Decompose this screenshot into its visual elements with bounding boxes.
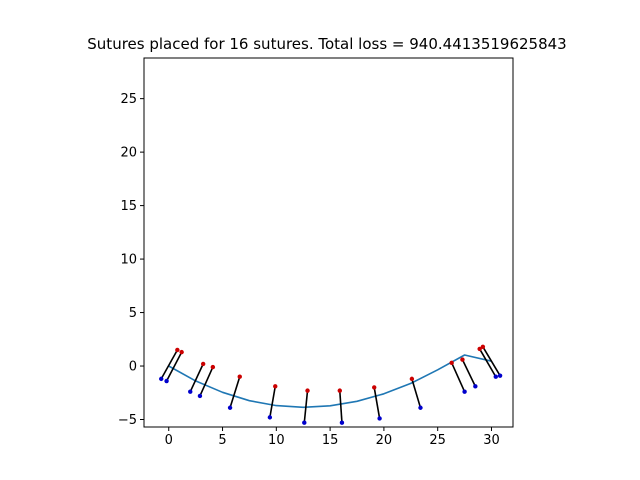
suture-line [160, 349, 179, 380]
suture-8 [337, 388, 345, 425]
insertion-point [273, 384, 278, 389]
extraction-point [339, 420, 345, 425]
suture-line [411, 378, 422, 408]
x-tick-label: 25 [429, 433, 446, 448]
x-tick-label: 15 [322, 433, 339, 448]
extraction-point [473, 384, 478, 389]
insertion-point [449, 360, 454, 366]
suture-9 [372, 385, 382, 421]
wound-curve-layer [168, 354, 492, 409]
insertion-point [175, 347, 180, 353]
plot-frame [143, 57, 514, 428]
suture-layer [159, 344, 503, 425]
tick-layer: 0 5 10 15 20 25 30 −5 0 5 10 15 20 25 [118, 92, 500, 448]
x-tick-label: 10 [268, 433, 285, 448]
suture-line [269, 386, 277, 418]
suture-line [229, 376, 241, 408]
suture-line [450, 362, 466, 393]
extraction-point [302, 420, 307, 425]
suture-line [478, 348, 497, 378]
suture-line [461, 359, 477, 387]
y-tick-label: 25 [120, 92, 137, 107]
y-tick-label: −5 [118, 413, 137, 428]
y-tick-label: 10 [120, 253, 137, 268]
suture-line [199, 366, 214, 397]
extraction-point [267, 415, 273, 420]
y-tick-label: 0 [129, 360, 137, 375]
extraction-point [418, 405, 423, 410]
chart-title: Sutures placed for 16 sutures. Total los… [87, 35, 566, 53]
insertion-point [237, 374, 242, 379]
insertion-point [210, 364, 216, 370]
suture-12 [460, 357, 478, 389]
extraction-point [462, 389, 467, 394]
insertion-point [200, 361, 206, 367]
extraction-point [497, 373, 503, 378]
insertion-point [179, 349, 184, 355]
suture-line [303, 390, 309, 423]
suture-10 [409, 376, 423, 410]
suture-5 [227, 374, 242, 410]
suture-line [482, 346, 501, 377]
suture-6 [267, 384, 278, 420]
extraction-point [227, 405, 233, 410]
insertion-point [460, 357, 465, 362]
extraction-point [377, 416, 382, 421]
x-tick-label: 20 [376, 433, 393, 448]
y-tick-label: 15 [120, 199, 137, 214]
insertion-point [372, 385, 377, 390]
insertion-point [337, 388, 342, 393]
insertion-point [480, 344, 486, 349]
suture-14 [480, 344, 503, 378]
suture-7 [302, 388, 310, 425]
x-tick-label: 0 [165, 433, 173, 448]
suture-line [373, 387, 381, 419]
extraction-point [493, 374, 498, 379]
suture-11 [449, 360, 467, 394]
y-tick-label: 5 [129, 306, 137, 321]
suture-line [189, 363, 204, 393]
suture-1 [159, 347, 180, 382]
suture-4 [197, 364, 216, 399]
suture-line [338, 390, 343, 423]
x-tick-label: 5 [218, 433, 226, 448]
y-tick-label: 20 [120, 146, 137, 161]
x-tick-label: 30 [483, 433, 500, 448]
insertion-point [477, 346, 482, 352]
wound-curve [168, 354, 492, 409]
extraction-point [159, 376, 164, 382]
extraction-point [188, 389, 193, 394]
extraction-point [164, 378, 169, 384]
suture-line [165, 351, 183, 382]
extraction-point [197, 393, 203, 399]
insertion-point [305, 388, 310, 393]
suture-2 [164, 349, 184, 384]
suture-13 [477, 346, 498, 379]
suture-3 [188, 361, 206, 394]
insertion-point [409, 376, 415, 382]
